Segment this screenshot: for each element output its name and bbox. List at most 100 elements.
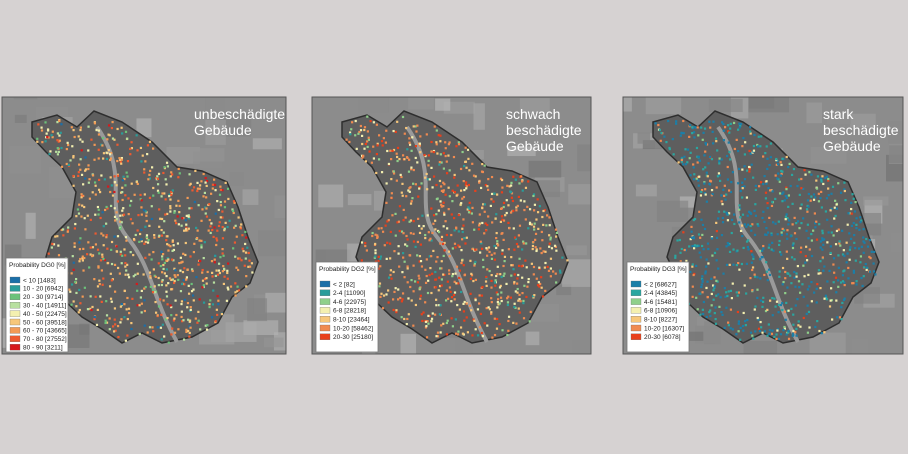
building-dot [41,141,44,144]
building-dot [748,210,751,213]
building-dot [761,216,764,220]
building-dot [86,308,90,311]
building-dot [787,329,790,333]
building-dot [482,203,485,206]
building-dot [173,317,176,320]
building-dot [442,167,445,170]
building-dot [93,278,96,281]
building-dot [158,225,161,228]
building-dot [180,303,183,306]
building-dot [362,154,365,157]
building-dot [427,322,430,325]
building-dot [438,313,442,316]
building-dot [691,285,694,288]
building-dot [226,286,229,289]
building-dot [486,248,489,251]
building-dot [818,329,821,333]
building-dot [749,211,752,214]
building-dot [526,285,529,288]
building-dot [712,120,715,123]
building-dot [756,296,759,300]
building-dot [701,308,704,311]
building-dot [179,269,182,272]
building-dot [494,217,497,220]
building-dot [145,219,148,223]
building-dot [835,291,838,294]
building-dot [97,133,101,136]
building-dot [490,273,493,277]
building-dot [812,229,815,232]
building-dot [704,150,707,153]
building-dot [697,184,700,187]
river [716,125,800,343]
terrain-patch [358,97,389,113]
building-dot [245,275,248,278]
building-dot [164,318,167,321]
building-dot [793,216,796,219]
building-dot [361,156,364,159]
legend-label: 10 - 20 [6942] [23,286,63,293]
building-dot [414,144,418,148]
building-dot [471,334,474,337]
building-dot [360,259,363,262]
building-dot [401,154,405,157]
building-dot [765,145,768,148]
building-dot [817,200,821,203]
building-dot [80,196,83,199]
building-dot [754,275,757,278]
building-dot [502,219,506,222]
building-dot [479,186,483,190]
building-dot [497,244,500,247]
legend-label: 40 - 50 [22475] [23,311,67,318]
building-dot [177,199,180,202]
building-dot [386,241,389,244]
building-dot [691,126,694,129]
building-dot [761,249,764,252]
building-dot [390,196,393,199]
legend-swatch [9,310,21,317]
building-dot [88,266,91,269]
building-dot [542,250,545,253]
building-dot [102,257,105,261]
terrain-patch [645,97,682,115]
building-dot [762,182,765,186]
building-dot [455,227,458,230]
building-dot [143,299,146,302]
building-dot [825,296,828,299]
building-dot [84,169,87,172]
building-dot [84,228,87,231]
building-dot [730,218,734,222]
building-dot [760,326,763,329]
building-dot [696,161,699,164]
building-dot [510,196,513,199]
building-dot [854,246,857,250]
building-dot [820,332,823,335]
building-dot [795,237,798,241]
building-dot [728,131,731,134]
building-dot [442,273,445,276]
building-dot [503,272,506,275]
building-dot [503,260,506,263]
building-dot [156,326,159,329]
building-dot [488,269,491,273]
building-dot [838,242,841,245]
building-dot [120,156,124,160]
building-dot [704,272,707,275]
building-dot [736,294,739,297]
building-dot [439,200,442,203]
building-dot [536,211,540,214]
building-dot [872,262,875,265]
building-dot [807,192,810,196]
building-dot [400,230,404,233]
building-dot [691,265,694,268]
terrain-patch [229,172,244,187]
building-dot [709,126,712,129]
building-dot [136,304,139,307]
building-dot [204,181,207,184]
building-dot [524,186,528,189]
building-dot [767,268,771,271]
building-dot [736,310,740,314]
building-dot [81,259,85,262]
building-dot [769,142,772,145]
